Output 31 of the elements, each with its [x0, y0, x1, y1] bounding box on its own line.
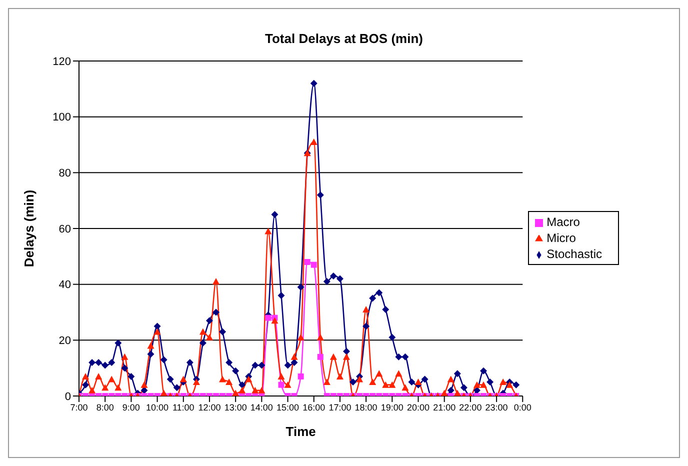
x-tick-label: 20:00: [406, 402, 430, 412]
legend-label: Macro: [546, 215, 580, 229]
x-tick-label: 12:00: [198, 402, 221, 412]
x-tick-label: 14:00: [250, 402, 273, 412]
y-axis-title: Delays (min): [22, 190, 37, 268]
y-tick-label: 60: [58, 223, 71, 236]
x-tick-label: 16:00: [302, 402, 326, 412]
y-tick-label: 120: [52, 56, 71, 68]
x-axis-title: Time: [286, 424, 316, 439]
y-tick-label: 40: [58, 279, 71, 292]
chart-title: Total Delays at BOS (min): [264, 30, 424, 48]
x-tick-label: 18:00: [354, 402, 378, 412]
y-tick-label: 80: [58, 168, 71, 180]
x-tick-label: 8:00: [96, 402, 114, 412]
x-tick-label: 19:00: [380, 402, 404, 412]
x-tick-label: 13:00: [224, 402, 247, 412]
x-tick-label: 7:00: [70, 402, 88, 412]
legend-label: Micro: [546, 231, 576, 245]
x-tick-label: 21:00: [433, 402, 456, 412]
x-tick-label: 23:00: [485, 402, 508, 412]
y-tick-label: 100: [52, 112, 71, 124]
y-tick-label: 0: [64, 390, 71, 403]
x-tick-label: 15:00: [276, 402, 300, 412]
x-tick-label: 9:00: [122, 402, 140, 412]
legend-label: Stochastic: [546, 247, 602, 261]
x-tick-label: 10:00: [146, 402, 169, 412]
x-tick-label: 17:00: [328, 402, 352, 412]
x-tick-label: 22:00: [459, 402, 482, 412]
x-tick-label: 0:00: [514, 402, 532, 412]
y-tick-label: 20: [58, 335, 71, 348]
x-tick-label: 11:00: [172, 402, 194, 412]
